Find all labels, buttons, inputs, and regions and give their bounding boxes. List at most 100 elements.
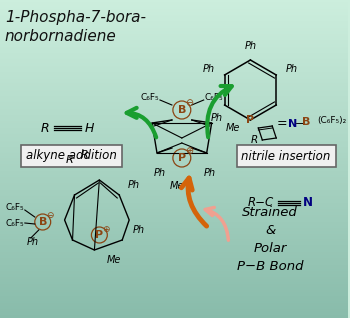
Bar xyxy=(0,149,348,151)
Text: −: − xyxy=(294,119,304,129)
Bar xyxy=(0,174,348,176)
Bar xyxy=(0,204,348,207)
Text: C₆F₅: C₆F₅ xyxy=(6,219,24,229)
Bar xyxy=(0,74,348,76)
Bar xyxy=(0,110,348,113)
Bar xyxy=(0,195,348,197)
Bar xyxy=(0,18,348,21)
Bar xyxy=(0,99,348,102)
Bar xyxy=(0,152,348,154)
Text: ⊖: ⊖ xyxy=(185,98,193,108)
Bar xyxy=(0,82,348,84)
Bar xyxy=(0,47,348,49)
Bar xyxy=(0,48,348,51)
Bar xyxy=(0,96,348,99)
Bar xyxy=(0,293,348,296)
Bar xyxy=(0,301,348,304)
Bar xyxy=(0,45,348,48)
Bar xyxy=(0,258,348,261)
Bar xyxy=(0,226,348,229)
Bar xyxy=(0,217,348,219)
Bar xyxy=(0,223,348,226)
Bar xyxy=(0,39,348,41)
Bar xyxy=(0,296,348,299)
Bar xyxy=(0,94,348,97)
Bar xyxy=(0,166,348,169)
Bar xyxy=(0,32,348,35)
Bar xyxy=(0,66,348,68)
Bar xyxy=(0,107,348,110)
Bar xyxy=(0,260,348,262)
Bar xyxy=(0,306,348,308)
Bar xyxy=(0,214,348,216)
Bar xyxy=(0,168,348,170)
Bar xyxy=(0,257,348,259)
Bar xyxy=(0,55,348,57)
Bar xyxy=(0,161,348,164)
Bar xyxy=(0,268,348,270)
Text: Ph: Ph xyxy=(244,41,257,51)
Bar xyxy=(0,164,348,167)
Bar xyxy=(0,263,348,266)
Bar xyxy=(0,231,348,234)
Bar xyxy=(0,303,348,305)
Bar xyxy=(0,198,348,200)
Text: ⊖: ⊖ xyxy=(46,211,54,219)
Text: Strained
&
Polar
P−B Bond: Strained & Polar P−B Bond xyxy=(237,206,303,273)
Bar xyxy=(0,85,348,87)
Bar xyxy=(0,91,348,94)
Bar xyxy=(0,279,348,281)
Bar xyxy=(0,241,348,243)
Bar xyxy=(0,26,348,29)
Bar xyxy=(0,126,348,129)
Bar xyxy=(0,75,348,78)
Bar xyxy=(0,277,348,280)
Bar xyxy=(0,209,348,211)
Bar xyxy=(0,211,348,213)
Text: Ph: Ph xyxy=(286,64,298,74)
Bar xyxy=(0,314,348,316)
Bar xyxy=(0,50,348,52)
Bar xyxy=(0,276,348,278)
Bar xyxy=(0,298,348,301)
Bar xyxy=(0,24,348,27)
Text: Me: Me xyxy=(170,181,184,191)
Bar xyxy=(0,245,348,248)
Bar xyxy=(0,253,348,256)
Bar xyxy=(0,265,348,267)
Text: B: B xyxy=(302,117,310,127)
Text: P: P xyxy=(178,153,186,163)
Bar xyxy=(0,183,348,186)
Text: P: P xyxy=(95,230,104,240)
Bar xyxy=(0,238,348,240)
Text: B: B xyxy=(178,105,186,115)
Bar xyxy=(0,7,348,10)
Bar xyxy=(0,190,348,192)
Bar xyxy=(0,58,348,60)
Bar xyxy=(0,88,348,91)
Bar xyxy=(0,53,348,56)
Text: B: B xyxy=(38,217,47,227)
Bar xyxy=(0,139,348,142)
Bar xyxy=(0,252,348,254)
Bar xyxy=(0,185,348,188)
Bar xyxy=(0,118,348,121)
Text: H: H xyxy=(85,121,94,135)
Text: C₆F₅: C₆F₅ xyxy=(204,93,223,102)
Text: Me: Me xyxy=(225,123,240,133)
Bar xyxy=(0,191,348,194)
Bar xyxy=(0,79,348,81)
Bar xyxy=(0,80,348,83)
Bar xyxy=(0,156,348,159)
Bar xyxy=(0,155,348,157)
Bar xyxy=(0,236,348,238)
Bar xyxy=(0,308,348,310)
Bar xyxy=(0,193,348,196)
Text: nitrile insertion: nitrile insertion xyxy=(241,149,331,162)
Bar xyxy=(0,290,348,293)
Bar xyxy=(0,169,348,172)
Bar xyxy=(0,285,348,288)
Bar xyxy=(0,284,348,286)
Bar xyxy=(0,23,348,25)
Bar xyxy=(0,128,348,130)
